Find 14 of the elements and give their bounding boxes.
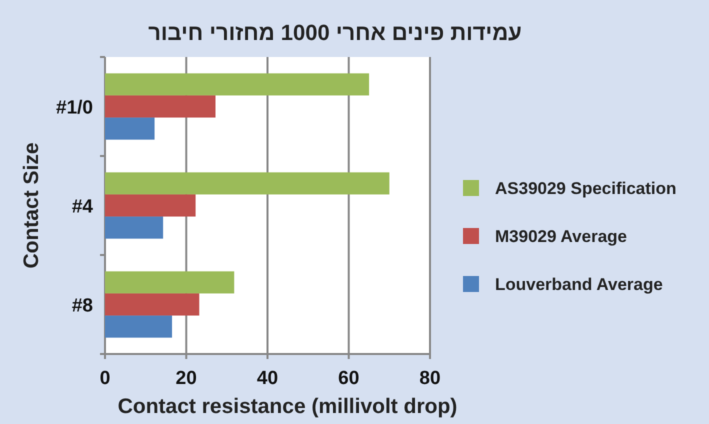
legend-label: M39029 Average	[495, 227, 627, 246]
x-tick-label: 40	[256, 368, 278, 389]
y-tick-label: #1/0	[56, 98, 93, 118]
x-tick-label: 20	[176, 368, 197, 389]
legend-label: AS39029 Specification	[495, 179, 676, 198]
x-tick-label: 60	[338, 368, 360, 389]
y-axis-title: Contact Size	[20, 142, 43, 269]
y-tick-label: #8	[72, 296, 93, 316]
legend-label: Louverband Average	[495, 275, 663, 294]
x-axis-title: Contact resistance (millivolt drop)	[118, 395, 458, 418]
x-tick-label: 80	[419, 368, 441, 389]
chart-title: עמידות פינים אחרי 1000 מחזורי חיבור	[148, 20, 522, 45]
y-tick-label: #4	[72, 196, 94, 218]
x-tick-label: 0	[100, 368, 110, 389]
